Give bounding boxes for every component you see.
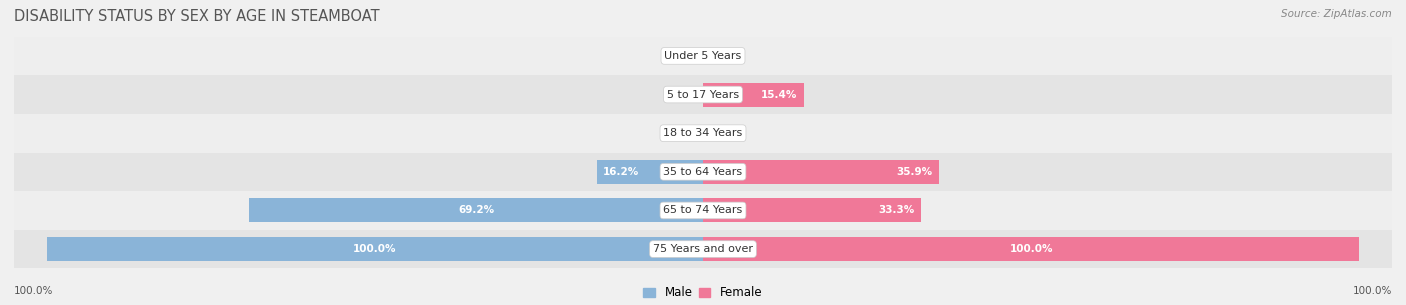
Text: 100.0%: 100.0% [1010, 244, 1053, 254]
Text: 0.0%: 0.0% [713, 128, 740, 138]
Bar [0, 114, 1406, 152]
Text: 100.0%: 100.0% [353, 244, 396, 254]
Text: 0.0%: 0.0% [666, 128, 693, 138]
Text: Source: ZipAtlas.com: Source: ZipAtlas.com [1281, 9, 1392, 19]
Bar [703, 237, 1360, 261]
Text: 69.2%: 69.2% [458, 206, 494, 215]
Text: 16.2%: 16.2% [603, 167, 640, 177]
Text: 35.9%: 35.9% [896, 167, 932, 177]
Text: 15.4%: 15.4% [761, 90, 797, 99]
Bar [249, 199, 703, 222]
Text: 33.3%: 33.3% [879, 206, 915, 215]
Legend: Male, Female: Male, Female [638, 282, 768, 304]
Bar [0, 191, 1406, 230]
Text: 18 to 34 Years: 18 to 34 Years [664, 128, 742, 138]
Bar [0, 230, 1406, 268]
Text: 35 to 64 Years: 35 to 64 Years [664, 167, 742, 177]
Text: 100.0%: 100.0% [14, 286, 53, 296]
Text: 0.0%: 0.0% [666, 51, 693, 61]
Text: 100.0%: 100.0% [1353, 286, 1392, 296]
Bar [703, 83, 804, 106]
Text: 65 to 74 Years: 65 to 74 Years [664, 206, 742, 215]
Text: 75 Years and over: 75 Years and over [652, 244, 754, 254]
Text: 5 to 17 Years: 5 to 17 Years [666, 90, 740, 99]
Bar [0, 75, 1406, 114]
Text: 0.0%: 0.0% [666, 90, 693, 99]
Bar [46, 237, 703, 261]
Text: DISABILITY STATUS BY SEX BY AGE IN STEAMBOAT: DISABILITY STATUS BY SEX BY AGE IN STEAM… [14, 9, 380, 24]
Bar [0, 152, 1406, 191]
Bar [703, 199, 921, 222]
Bar [703, 160, 939, 184]
Text: Under 5 Years: Under 5 Years [665, 51, 741, 61]
Text: 0.0%: 0.0% [713, 51, 740, 61]
Bar [0, 37, 1406, 75]
Bar [596, 160, 703, 184]
